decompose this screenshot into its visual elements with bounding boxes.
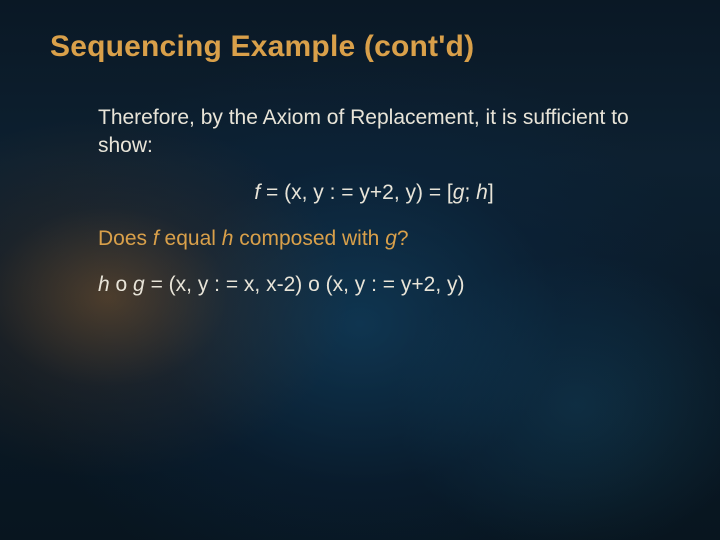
q-g: g	[385, 227, 397, 250]
slide-title: Sequencing Example (cont'd)	[50, 30, 670, 64]
slide-content: Therefore, by the Axiom of Replacement, …	[50, 104, 670, 300]
slide: Sequencing Example (cont'd) Therefore, b…	[0, 0, 720, 540]
eq-h: h	[98, 273, 110, 296]
q-t2: equal	[159, 227, 222, 250]
var-h: h	[476, 181, 488, 204]
q-t3: composed with	[233, 227, 385, 250]
intro-paragraph: Therefore, by the Axiom of Replacement, …	[98, 104, 650, 161]
q-h: h	[222, 227, 234, 250]
eq-g: g	[133, 273, 145, 296]
q-t4: ?	[397, 227, 409, 250]
question-line: Does f equal h composed with g?	[98, 225, 650, 253]
var-g: g	[453, 181, 465, 204]
formula-suffix: ]	[488, 181, 494, 204]
q-t1: Does	[98, 227, 153, 250]
formula-mid: = (x, y : = y+2, y) = [	[260, 181, 453, 204]
formula-line: f = (x, y : = y+2, y) = [g; h]	[98, 179, 650, 207]
composition-equation: h o g = (x, y : = x, x-2) o (x, y : = y+…	[98, 271, 650, 299]
eq-t1: o	[110, 273, 133, 296]
formula-sep: ;	[464, 181, 476, 204]
eq-t2: = (x, y : = x, x-2) o (x, y : = y+2, y)	[145, 273, 465, 296]
